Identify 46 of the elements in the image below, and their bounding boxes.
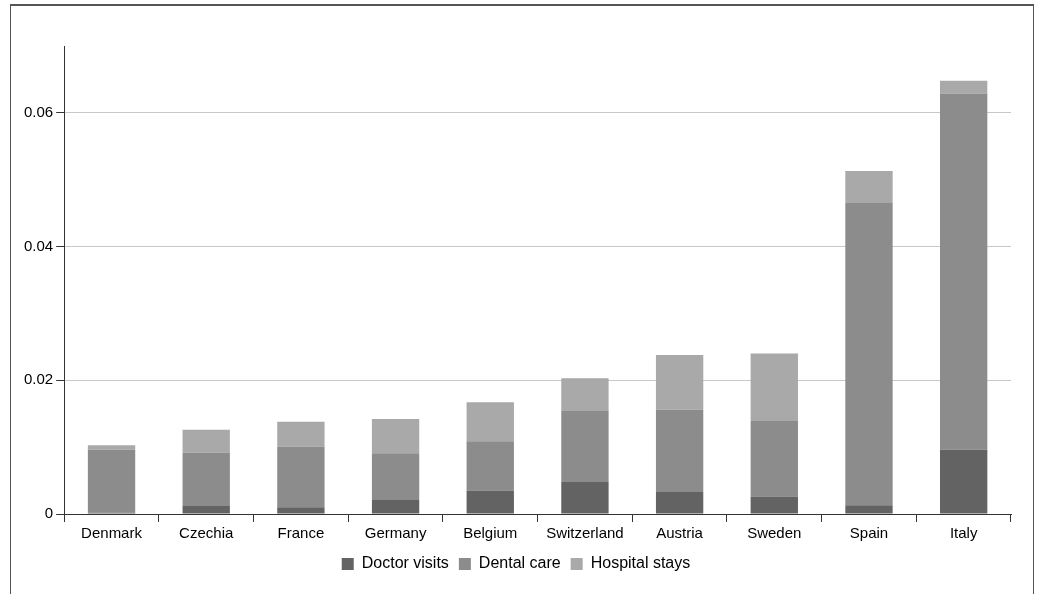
bar [182,452,230,506]
x-tick-label: France [277,524,325,542]
bar [750,353,798,422]
bar [655,354,704,410]
bar [561,481,609,514]
bar [371,499,420,514]
legend-label: Doctor visits [361,554,449,572]
y-tick-label: 0.02 [23,370,54,388]
bar [87,449,136,513]
x-tick-label: Czechia [179,524,234,542]
x-tick-label: Austria [656,524,704,542]
bar [561,378,609,412]
bar [750,496,798,514]
bar [466,441,514,491]
y-tick-label: 0 [44,504,54,522]
bar [939,93,988,450]
bar [750,421,798,497]
y-tick-label: 0.04 [23,236,54,254]
bar [845,203,893,506]
x-tick-label: Sweden [747,524,802,542]
bar [845,171,893,204]
bar [371,419,420,454]
bar [182,505,230,514]
legend-label: Hospital stays [590,554,691,572]
x-tick-label: Belgium [463,524,518,542]
x-tick-label: Spain [849,524,889,542]
bar [182,429,230,453]
bar [561,411,609,482]
bar [466,402,514,442]
bar [277,507,325,514]
legend-label: Dental care [478,554,561,572]
bar [371,453,420,500]
bar [277,446,325,508]
bar [277,421,325,447]
bar [655,491,704,514]
bar [655,409,704,492]
x-tick-label: Germany [364,524,427,542]
bar [939,449,988,514]
x-tick-label: Denmark [81,524,143,542]
x-tick-label: Italy [949,524,978,542]
bar [87,445,136,450]
bar [939,80,988,94]
bar [845,505,893,514]
x-tick-label: Switzerland [546,524,624,542]
bar [466,490,514,514]
y-tick-label: 0.06 [23,103,54,120]
